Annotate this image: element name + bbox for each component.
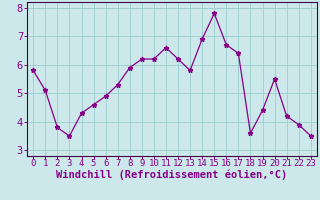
X-axis label: Windchill (Refroidissement éolien,°C): Windchill (Refroidissement éolien,°C): [56, 169, 288, 180]
